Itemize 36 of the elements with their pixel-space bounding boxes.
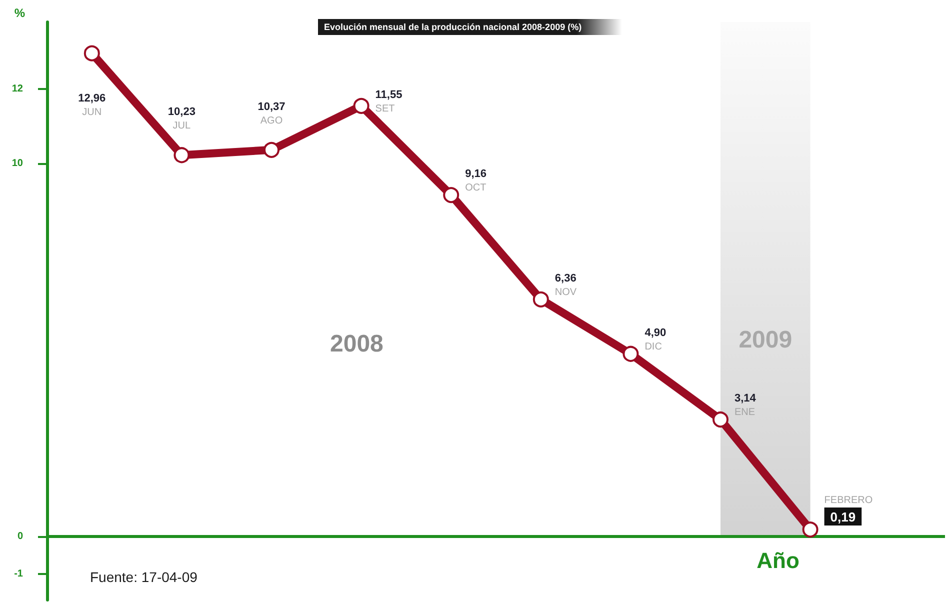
y-tick-label: 12 [12,84,24,95]
data-label: 4,90 [644,326,666,339]
point [712,412,728,428]
point [622,346,639,362]
x-tick-label: NOV [554,286,577,298]
x-tick-label: DIC [644,341,662,352]
point [174,147,190,164]
data-label: 0,19 [830,510,856,525]
data-label: 10,37 [258,100,286,113]
point [353,98,370,114]
x-tick-label: JUN [82,106,102,118]
x-tick-label: OCT [465,182,486,194]
x-tick-label: FEBRERO [824,495,873,506]
y-tick-label: -1 [14,568,24,580]
annotation: 2008 [330,330,384,358]
point [264,142,280,158]
point [84,45,100,62]
data-label: 6,36 [554,272,576,284]
x-tick-label: ENE [734,407,756,418]
x-tick-label: SET [375,103,395,114]
data-label: 10,23 [168,106,196,118]
data-label: 11,55 [375,88,402,101]
annotation: Fuente: 17-04-09 [90,569,198,585]
x-tick-label: JUL [172,120,192,132]
x-tick-label: AGO [260,115,283,126]
data-label: 3,14 [734,392,757,405]
y-axis-title: % [14,6,26,20]
band-label: 2009 [738,326,792,354]
point [443,187,460,204]
y-tick-label: 10 [12,158,24,170]
y-tick-label: 0 [17,531,24,542]
data-label: 9,16 [465,168,487,180]
data-label: 12,96 [78,92,106,104]
x-axis-title: Año [756,548,800,574]
point [802,522,818,538]
point [532,291,549,308]
